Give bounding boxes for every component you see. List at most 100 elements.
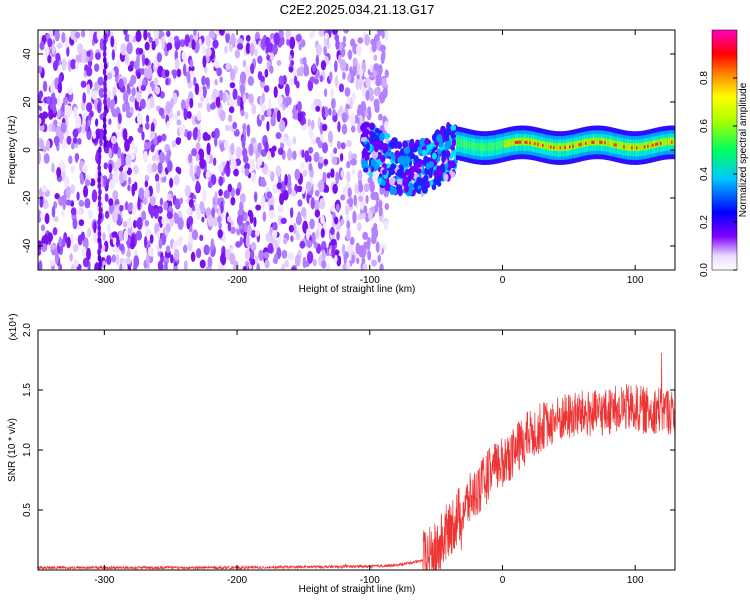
spectrogram-cell — [103, 110, 107, 118]
spectrogram-cell — [379, 44, 386, 53]
spectrogram-cell — [151, 82, 155, 92]
spectrogram-cell — [198, 86, 204, 99]
spectrogram-cell — [144, 41, 150, 51]
spectrogram-cell — [356, 257, 360, 265]
spectrogram-cell — [222, 92, 227, 104]
spectrogram-cell — [476, 142, 480, 151]
spectrogram-cell — [286, 148, 293, 161]
spectrogram-cell — [56, 167, 62, 178]
spectrogram-cell — [54, 30, 60, 42]
spectrogram-cell — [346, 228, 351, 240]
spectrogram-cell — [505, 139, 508, 148]
spectrogram-cell — [339, 153, 344, 162]
spectrogram-cell — [108, 118, 112, 125]
spectrogram-cell — [224, 164, 228, 174]
spectrogram-cell — [289, 36, 296, 50]
spectrogram-cell — [278, 75, 284, 86]
spectrogram-cell — [495, 141, 499, 150]
spectrogram-cell — [361, 159, 369, 168]
spectrogram-cell — [254, 48, 258, 57]
spectrogram-cell — [497, 141, 500, 150]
spectrogram-cell — [183, 107, 188, 121]
spectrogram-cell — [643, 145, 647, 149]
spectrogram-cell — [229, 68, 236, 82]
spectrogram-cell — [313, 78, 319, 85]
spectrogram-cell — [284, 173, 288, 186]
spectrogram-cell — [103, 38, 107, 46]
spectrogram-cell — [245, 42, 251, 55]
spectrogram-cell — [666, 140, 669, 144]
spectrogram-cell — [319, 198, 326, 210]
spectrogram-cell — [73, 106, 78, 119]
spectrogram-cell — [295, 34, 302, 42]
spectrogram-cell — [89, 110, 94, 118]
spectrogram-cell — [553, 146, 556, 150]
spectrogram-cell — [146, 66, 153, 80]
spectrogram-cell — [146, 102, 151, 109]
spectrogram-cell — [93, 63, 100, 72]
spectrogram-cell — [396, 168, 403, 178]
spectrogram-cell — [346, 220, 351, 230]
snr-series-line — [38, 352, 675, 570]
spectrogram-cell — [592, 140, 596, 144]
spectrogram-cell — [318, 179, 325, 193]
spectrogram-cell — [264, 259, 270, 269]
spectrogram-cell — [232, 121, 238, 130]
spectrogram-cell — [416, 168, 422, 174]
spectrogram-cell — [363, 183, 370, 193]
spectrogram-cell — [355, 242, 361, 255]
spectrogram-cell — [616, 143, 620, 147]
spectrogram-cell — [182, 244, 188, 253]
spectrogram-cell — [166, 149, 172, 158]
spectrogram-cell — [188, 65, 195, 72]
spectrogram-cell — [263, 85, 270, 93]
spectrogram-cell — [339, 48, 346, 58]
spectrogram-cell — [97, 254, 102, 262]
spectrogram-cell — [94, 81, 99, 91]
spectrogram-cell — [467, 140, 470, 149]
spectrogram-cell — [111, 210, 118, 224]
spectrogram-cell — [510, 141, 513, 145]
spectrogram-plot-area — [38, 30, 675, 270]
x-tick-label: -200 — [227, 575, 247, 586]
spectrogram-cell — [86, 50, 91, 57]
spectrogram-cell — [626, 145, 629, 149]
spectrogram-cell — [363, 121, 371, 128]
spectrogram-cell — [50, 243, 56, 250]
spectrogram-cell — [123, 30, 128, 36]
spectrogram-cell — [549, 145, 553, 149]
spectrogram-cell — [325, 262, 330, 270]
spectrogram-cell — [227, 221, 232, 232]
spectrogram-cell — [306, 239, 313, 249]
colorbar-tick-label: 0.8 — [699, 71, 710, 85]
spectrogram-cell — [263, 251, 270, 259]
spectrogram-cell — [374, 146, 379, 153]
spectrogram-cell — [281, 249, 288, 259]
spectrogram-cell — [367, 250, 372, 261]
spectrogram-cell — [621, 145, 625, 149]
spectrogram-cell — [341, 112, 348, 123]
spectrogram-cell — [343, 30, 350, 34]
spectrogram-cell — [658, 142, 661, 146]
spectrogram-cell — [277, 147, 284, 156]
spectrogram-cell — [103, 162, 108, 170]
spectrogram-cell — [288, 54, 292, 62]
spectrogram-cell — [320, 228, 325, 239]
spectrogram-cell — [149, 131, 156, 140]
spectrogram-cell — [151, 155, 157, 162]
spectrogram-cell — [585, 141, 588, 145]
spectrogram-cell — [230, 142, 235, 156]
spectrogram-cell — [380, 155, 386, 163]
spectrogram-cell — [76, 191, 80, 201]
spectrogram-cell — [127, 203, 133, 212]
spectrogram-cell — [357, 169, 363, 182]
spectrogram-cell — [163, 201, 169, 211]
spectrogram-cell — [147, 246, 154, 257]
spectrogram-cell — [201, 216, 205, 223]
spectrogram-cell — [189, 59, 194, 68]
spectrogram-cell — [272, 256, 278, 264]
spectrogram-cell — [266, 121, 270, 132]
spectrogram-cell — [475, 142, 478, 151]
spectrogram-cell — [246, 124, 251, 137]
spectrogram-cell — [202, 45, 206, 53]
